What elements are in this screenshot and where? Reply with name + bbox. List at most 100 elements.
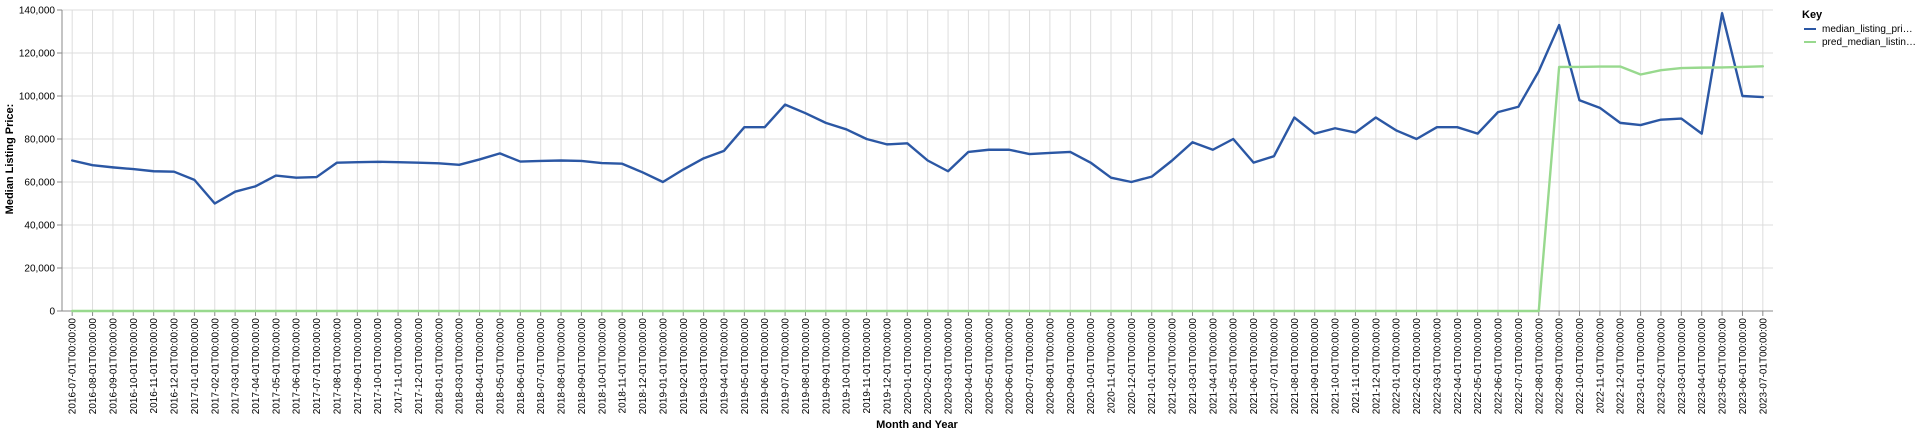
x-tick-label: 2017-11-01T00:00:00 bbox=[394, 318, 405, 414]
x-tick-label: 2017-02-01T00:00:00 bbox=[210, 318, 221, 415]
x-tick-label: 2022-05-01T00:00:00 bbox=[1473, 318, 1484, 415]
x-tick-label: 2018-11-01T00:00:00 bbox=[618, 318, 629, 414]
x-tick-label: 2020-07-01T00:00:00 bbox=[1025, 318, 1036, 415]
x-tick-label: 2020-06-01T00:00:00 bbox=[1005, 318, 1016, 415]
x-tick-label: 2020-01-01T00:00:00 bbox=[903, 318, 914, 415]
y-tick-label: 40,000 bbox=[24, 221, 55, 232]
x-tick-label: 2020-04-01T00:00:00 bbox=[964, 318, 975, 415]
x-axis-title: Month and Year bbox=[876, 419, 958, 431]
x-tick-label: 2021-02-01T00:00:00 bbox=[1168, 318, 1179, 415]
x-tick-label: 2019-02-01T00:00:00 bbox=[679, 318, 690, 415]
y-axis-title: Median Listing Price: bbox=[4, 104, 16, 215]
x-tick-label: 2019-10-01T00:00:00 bbox=[842, 318, 853, 415]
x-tick-label: 2017-06-01T00:00:00 bbox=[292, 318, 303, 415]
x-tick-label: 2020-12-01T00:00:00 bbox=[1127, 318, 1138, 415]
x-tick-label: 2020-10-01T00:00:00 bbox=[1086, 318, 1097, 415]
x-tick-label: 2021-11-01T00:00:00 bbox=[1351, 318, 1362, 414]
x-tick-label: 2023-06-01T00:00:00 bbox=[1738, 318, 1749, 415]
x-tick-label: 2022-11-01T00:00:00 bbox=[1595, 318, 1606, 414]
x-tick-label: 2016-10-01T00:00:00 bbox=[129, 318, 140, 415]
x-tick-label: 2020-09-01T00:00:00 bbox=[1066, 318, 1077, 415]
x-tick-label: 2017-10-01T00:00:00 bbox=[373, 318, 384, 415]
x-tick-label: 2016-08-01T00:00:00 bbox=[88, 318, 99, 415]
x-tick-label: 2017-01-01T00:00:00 bbox=[190, 318, 201, 415]
gridlines bbox=[62, 9, 1773, 312]
x-tick-label: 2019-07-01T00:00:00 bbox=[781, 318, 792, 415]
x-tick-label: 2018-06-01T00:00:00 bbox=[516, 318, 527, 415]
x-tick-label: 2018-10-01T00:00:00 bbox=[597, 318, 608, 415]
series-line-0 bbox=[70, 12, 1765, 205]
x-tick-label: 2022-01-01T00:00:00 bbox=[1392, 318, 1403, 415]
x-tick-label: 2016-07-01T00:00:00 bbox=[68, 318, 79, 415]
x-tick-label: 2019-03-01T00:00:00 bbox=[699, 318, 710, 415]
x-tick-label: 2020-11-01T00:00:00 bbox=[1107, 318, 1118, 414]
y-tick-label: 140,000 bbox=[19, 6, 56, 17]
x-tick-label: 2023-01-01T00:00:00 bbox=[1636, 318, 1647, 415]
x-tick-label: 2021-05-01T00:00:00 bbox=[1229, 318, 1240, 415]
x-tick-label: 2021-04-01T00:00:00 bbox=[1208, 318, 1219, 415]
x-tick-label: 2022-08-01T00:00:00 bbox=[1534, 318, 1545, 415]
x-tick-label: 2023-03-01T00:00:00 bbox=[1677, 318, 1688, 415]
x-tick-label: 2019-01-01T00:00:00 bbox=[658, 318, 669, 415]
x-tick-label: 2018-04-01T00:00:00 bbox=[475, 318, 486, 415]
x-tick-label: 2020-08-01T00:00:00 bbox=[1045, 318, 1056, 415]
axes: 0 20,000 40,000 60,000 80,000 100,000 120,000 1… bbox=[19, 6, 1773, 415]
x-tick-label: 2023-05-01T00:00:00 bbox=[1718, 318, 1729, 415]
x-tick-label: 2021-06-01T00:00:00 bbox=[1249, 318, 1260, 415]
y-tick-label: 120,000 bbox=[19, 49, 56, 60]
x-tick-label: 2017-05-01T00:00:00 bbox=[271, 318, 282, 415]
x-tick-label: 2022-02-01T00:00:00 bbox=[1412, 318, 1423, 415]
x-tick-label: 2018-12-01T00:00:00 bbox=[638, 318, 649, 415]
x-tick-label: 2021-12-01T00:00:00 bbox=[1371, 318, 1382, 415]
x-tick-label: 2018-05-01T00:00:00 bbox=[495, 318, 506, 415]
x-tick-label: 2023-02-01T00:00:00 bbox=[1656, 318, 1667, 415]
x-tick-label: 2016-09-01T00:00:00 bbox=[108, 318, 119, 415]
y-tick-label: 20,000 bbox=[24, 264, 55, 275]
x-tick-label: 2021-01-01T00:00:00 bbox=[1147, 318, 1158, 415]
x-tick-label: 2022-07-01T00:00:00 bbox=[1514, 318, 1525, 415]
x-tick-label: 2018-09-01T00:00:00 bbox=[577, 318, 588, 415]
x-tick-label: 2017-08-01T00:00:00 bbox=[332, 318, 343, 415]
x-tick-label: 2022-09-01T00:00:00 bbox=[1555, 318, 1566, 415]
x-tick-label: 2017-04-01T00:00:00 bbox=[251, 318, 262, 415]
x-tick-label: 2017-03-01T00:00:00 bbox=[231, 318, 242, 415]
x-tick-label: 2018-03-01T00:00:00 bbox=[455, 318, 466, 415]
legend-label: median_listing_pri… bbox=[1822, 24, 1913, 35]
x-tick-label: 2017-07-01T00:00:00 bbox=[312, 318, 323, 415]
x-tick-label: 2021-08-01T00:00:00 bbox=[1290, 318, 1301, 415]
series-lines bbox=[70, 12, 1765, 313]
legend-title: Key bbox=[1802, 9, 1823, 21]
x-tick-label: 2019-12-01T00:00:00 bbox=[882, 318, 893, 415]
x-tick-label: 2022-06-01T00:00:00 bbox=[1494, 318, 1505, 415]
x-tick-label: 2020-02-01T00:00:00 bbox=[923, 318, 934, 415]
series-line-1 bbox=[70, 65, 1765, 313]
legend: Key median_listing_pri… pred_median_listi… bbox=[1802, 9, 1916, 48]
x-tick-label: 2018-07-01T00:00:00 bbox=[536, 318, 547, 415]
x-tick-label: 2021-03-01T00:00:00 bbox=[1188, 318, 1199, 415]
x-tick-label: 2021-07-01T00:00:00 bbox=[1269, 318, 1280, 415]
y-tick-label: 100,000 bbox=[19, 92, 56, 103]
x-tick-label: 2020-05-01T00:00:00 bbox=[984, 318, 995, 415]
x-tick-label: 2019-11-01T00:00:00 bbox=[862, 318, 873, 414]
x-tick-label: 2022-04-01T00:00:00 bbox=[1453, 318, 1464, 415]
x-tick-label: 2023-04-01T00:00:00 bbox=[1697, 318, 1708, 415]
x-tick-label: 2022-12-01T00:00:00 bbox=[1616, 318, 1627, 415]
x-tick-label: 2021-10-01T00:00:00 bbox=[1331, 318, 1342, 415]
x-tick-label: 2019-06-01T00:00:00 bbox=[760, 318, 771, 415]
y-tick-label: 80,000 bbox=[24, 135, 55, 146]
x-tick-label: 2019-05-01T00:00:00 bbox=[740, 318, 751, 415]
x-tick-label: 2017-12-01T00:00:00 bbox=[414, 318, 425, 415]
x-tick-label: 2022-03-01T00:00:00 bbox=[1432, 318, 1443, 415]
x-tick-label: 2019-08-01T00:00:00 bbox=[801, 318, 812, 415]
y-tick-label: 0 bbox=[49, 307, 55, 318]
x-tick-label: 2016-11-01T00:00:00 bbox=[149, 318, 160, 414]
x-tick-label: 2019-09-01T00:00:00 bbox=[821, 318, 832, 415]
x-tick-label: 2022-10-01T00:00:00 bbox=[1575, 318, 1586, 415]
x-tick-label: 2017-09-01T00:00:00 bbox=[353, 318, 364, 415]
x-tick-label: 2021-09-01T00:00:00 bbox=[1310, 318, 1321, 415]
x-tick-label: 2020-03-01T00:00:00 bbox=[944, 318, 955, 415]
x-tick-label: 2018-08-01T00:00:00 bbox=[557, 318, 568, 415]
legend-label: pred_median_listin… bbox=[1822, 37, 1916, 48]
